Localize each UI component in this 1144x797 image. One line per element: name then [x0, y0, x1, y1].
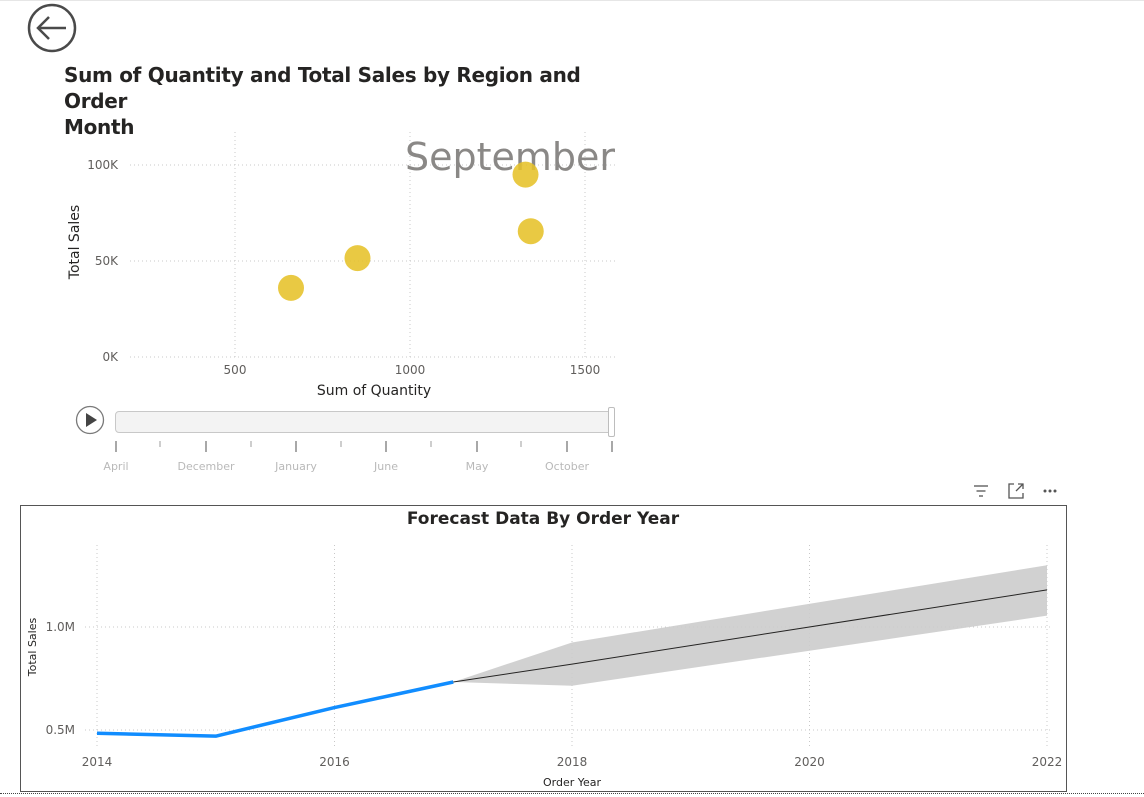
- page-bottom-border: [0, 793, 1144, 794]
- top-border: [0, 0, 1144, 1]
- play-button[interactable]: [75, 405, 105, 435]
- scatter-play-axis-watermark: September: [405, 135, 615, 179]
- forecast-x-tick-label: 2020: [794, 755, 825, 769]
- scatter-point: [512, 161, 539, 188]
- timeline-label-june: June: [374, 460, 398, 473]
- play-icon: [75, 405, 105, 435]
- scatter-point: [278, 274, 304, 301]
- filter-button[interactable]: [971, 481, 991, 501]
- scatter-point: [344, 245, 371, 272]
- forecast-predicted-line: [453, 589, 1048, 683]
- timeline-label-october: October: [544, 460, 590, 473]
- arrow-left-circle-icon: [27, 3, 77, 53]
- scatter-x-tick-label: 1500: [570, 363, 601, 377]
- scatter-chart-title: Sum of Quantity and Total Sales by Regio…: [64, 62, 624, 140]
- forecast-x-tick-label: 2016: [319, 755, 350, 769]
- forecast-y-tick-label: 0.5M: [46, 723, 75, 737]
- forecast-y-tick-label: 1.0M: [46, 620, 75, 634]
- timeline-label-may: May: [465, 460, 489, 473]
- forecast-confidence-band: [453, 565, 1047, 686]
- scatter-x-axis-title: Sum of Quantity: [317, 383, 431, 399]
- more-options-button[interactable]: [1040, 481, 1060, 501]
- forecast-x-tick-label: 2018: [557, 755, 588, 769]
- back-button[interactable]: [26, 3, 78, 55]
- scatter-y-tick-label: 0K: [102, 350, 119, 364]
- timeline-label-april: April: [103, 460, 129, 473]
- timeline-slider-handle[interactable]: [608, 407, 615, 437]
- forecast-x-tick-label: 2022: [1032, 755, 1063, 769]
- focus-mode-button[interactable]: [1006, 481, 1026, 501]
- timeline-label-january: January: [275, 460, 317, 473]
- scatter-point: [517, 218, 544, 245]
- scatter-title-line1: Sum of Quantity and Total Sales by Regio…: [64, 63, 581, 113]
- filter-icon: [974, 485, 988, 497]
- more-options-icon: [1043, 489, 1057, 493]
- scatter-y-axis-title: Total Sales: [67, 205, 83, 280]
- forecast-actual-line: [96, 680, 454, 738]
- scatter-y-tick-label: 50K: [95, 254, 119, 268]
- scatter-title-line2: Month: [64, 115, 135, 139]
- forecast-chart-title: Forecast Data By Order Year: [407, 509, 680, 529]
- scatter-x-tick-label: 500: [224, 363, 247, 377]
- timeline-label-december: December: [177, 460, 235, 473]
- forecast-y-axis-title: Total Sales: [26, 618, 39, 678]
- scatter-y-tick-label: 100K: [87, 158, 119, 172]
- focus-mode-icon: [1008, 483, 1024, 499]
- scatter-x-tick-label: 1000: [395, 363, 426, 377]
- forecast-x-axis-title: Order Year: [543, 776, 602, 789]
- forecast-visual-frame: [20, 505, 1067, 792]
- forecast-x-tick-label: 2014: [82, 755, 113, 769]
